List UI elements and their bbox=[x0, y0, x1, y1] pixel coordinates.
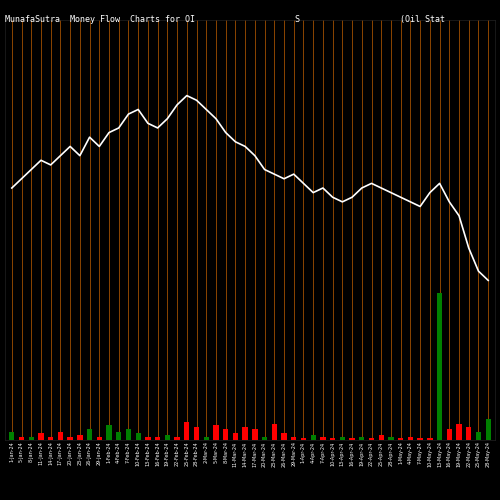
Bar bbox=[164, 435, 170, 440]
Bar bbox=[58, 432, 63, 440]
Bar bbox=[145, 436, 150, 440]
Bar bbox=[68, 436, 73, 440]
Bar bbox=[174, 436, 180, 440]
Bar bbox=[437, 293, 442, 440]
Bar bbox=[48, 436, 54, 440]
Bar bbox=[476, 432, 481, 440]
Bar bbox=[486, 419, 491, 440]
Bar bbox=[242, 427, 248, 440]
Bar bbox=[155, 436, 160, 440]
Bar bbox=[320, 436, 326, 440]
Text: MunafaSutra  Money Flow  Charts for OI                    S                    (: MunafaSutra Money Flow Charts for OI S ( bbox=[5, 15, 445, 24]
Bar bbox=[232, 434, 238, 440]
Bar bbox=[330, 438, 336, 440]
Bar bbox=[38, 434, 44, 440]
Bar bbox=[77, 435, 82, 440]
Bar bbox=[9, 432, 15, 440]
Bar bbox=[214, 426, 218, 440]
Bar bbox=[28, 436, 34, 440]
Bar bbox=[106, 426, 112, 440]
Bar bbox=[340, 436, 345, 440]
Bar bbox=[310, 435, 316, 440]
Bar bbox=[194, 427, 199, 440]
Bar bbox=[427, 438, 432, 440]
Bar bbox=[126, 428, 131, 440]
Bar bbox=[398, 438, 404, 440]
Bar bbox=[418, 438, 423, 440]
Bar bbox=[291, 436, 296, 440]
Bar bbox=[369, 438, 374, 440]
Bar bbox=[350, 438, 355, 440]
Bar bbox=[282, 434, 286, 440]
Bar bbox=[378, 435, 384, 440]
Bar bbox=[446, 428, 452, 440]
Bar bbox=[466, 427, 471, 440]
Bar bbox=[223, 428, 228, 440]
Bar bbox=[204, 436, 209, 440]
Bar bbox=[19, 436, 24, 440]
Bar bbox=[87, 428, 92, 440]
Bar bbox=[184, 422, 190, 440]
Bar bbox=[456, 424, 462, 440]
Bar bbox=[262, 436, 268, 440]
Bar bbox=[96, 436, 102, 440]
Bar bbox=[408, 436, 413, 440]
Bar bbox=[359, 436, 364, 440]
Bar bbox=[272, 424, 277, 440]
Bar bbox=[252, 428, 258, 440]
Bar bbox=[388, 436, 394, 440]
Bar bbox=[136, 434, 141, 440]
Bar bbox=[116, 432, 121, 440]
Bar bbox=[301, 438, 306, 440]
